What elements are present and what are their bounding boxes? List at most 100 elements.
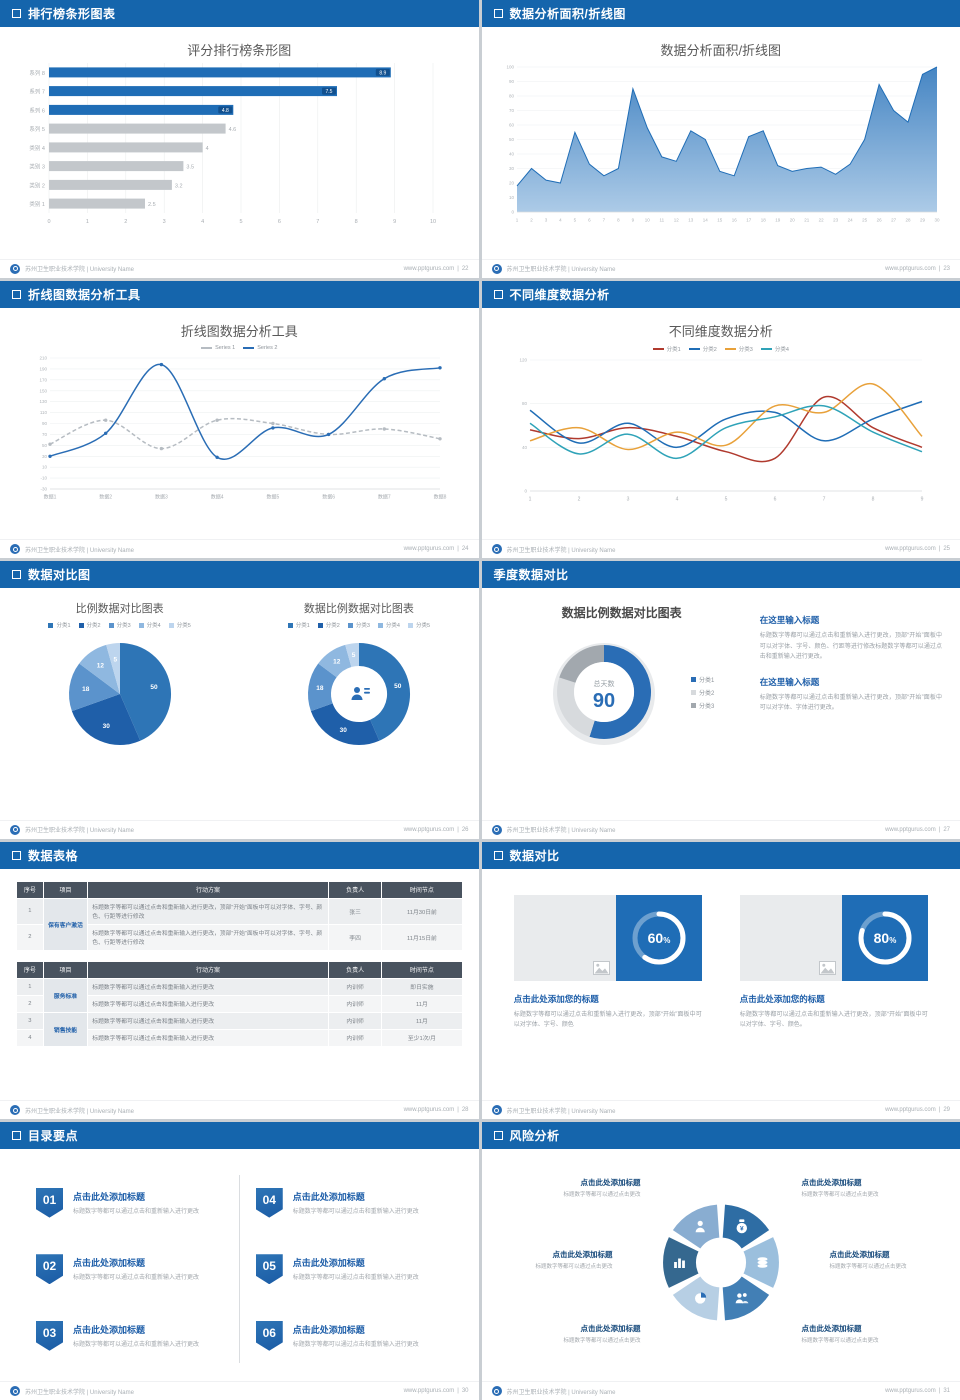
slide-header: 风险分析 <box>481 1122 960 1150</box>
page-number: 27 <box>943 826 950 833</box>
slide-ranking-bar-chart[interactable]: 排行榜条形图表 评分排行榜条形图 0 1 2 3 4 5 6 7 8 9 10 系列 8 8.9 系列 7… <box>0 0 479 278</box>
chart-title: 数据比例数据对比图表 <box>303 603 414 616</box>
stat-card: 80% 点击此处添加您的标题 标题数字等都可以通过点击和重新输入进行更改，顶部“… <box>739 894 928 1101</box>
legend-item: 分类4 <box>377 621 400 629</box>
svg-text:4.6: 4.6 <box>229 127 237 133</box>
table-cell: 标题数字等都可以通过点击和重新输入进行更改 <box>87 1028 329 1047</box>
table-cell: 内训师 <box>327 977 383 996</box>
toc-item[interactable]: 04 点击此处添加标题 标题数字等都可以通过点击和重新输入进行更改 <box>255 1187 443 1218</box>
svg-text:5: 5 <box>352 652 356 659</box>
svg-text:25: 25 <box>862 218 868 223</box>
diagram-label-title: 点击此处添加标题 <box>829 1250 890 1260</box>
svg-text:70: 70 <box>509 108 515 113</box>
table-header-cell: 时间节点 <box>381 960 463 979</box>
legend-item: Series 1 <box>201 345 235 351</box>
slide-line-analysis[interactable]: 折线图数据分析工具 折线图数据分析工具 Series 1 Series 2 -30… <box>0 280 479 559</box>
slide-data-comparison-pies[interactable]: 数据对比图 比例数据对比图表 分类1 分类2 分类3 分类4 分类5 50 30 18 12 5… <box>0 561 479 839</box>
slide-toc[interactable]: 目录要点 01 点击此处添加标题 标题数字等都可以通过点击和重新输入进行更改 02… <box>0 1122 479 1400</box>
footer-school-name: 苏州卫生职业技术学院 | University Name <box>25 828 134 835</box>
page-number: 22 <box>461 265 469 272</box>
diagram-label: 点击此处添加标题 标题数字等都可以通过点击更改 <box>516 1323 640 1344</box>
svg-text:7: 7 <box>317 219 320 225</box>
svg-text:18: 18 <box>82 686 90 693</box>
svg-text:7: 7 <box>602 218 605 223</box>
svg-text:16: 16 <box>731 218 737 223</box>
slide-header: 排行榜条形图表 <box>0 0 479 27</box>
text-block-heading: 在这里输入标题 <box>759 676 820 687</box>
pie-chart-icon <box>694 1292 706 1304</box>
svg-text:数据3: 数据3 <box>155 493 168 500</box>
table-cell: 标题数字等都可以通过点击和重新输入进行更改 <box>87 977 329 996</box>
diagram-label: 点击此处添加标题 标题数字等都可以通过点击更改 <box>488 1249 612 1270</box>
slide-risk-analysis[interactable]: 风险分析 ¥ 点击此处添加标题 标题数字等都可以通过点击更改 点击此处添加标题 标题数… <box>481 1122 960 1400</box>
progress-ring-svg: 80% <box>858 911 912 965</box>
people-icon <box>735 1293 749 1304</box>
svg-text:8: 8 <box>355 219 358 225</box>
page-number: 23 <box>943 265 950 272</box>
square-icon <box>493 289 503 299</box>
slide-data-tables[interactable]: 数据表格 序号 项目 行动方案 负责人 时间节点 1 保有客户激活 标题数字等都可以通过点击和… <box>0 841 479 1120</box>
chart-title: 比例数据对比图表 <box>75 603 164 616</box>
svg-text:6: 6 <box>588 218 591 223</box>
square-icon <box>12 289 21 299</box>
svg-text:-10: -10 <box>41 475 48 480</box>
svg-text:18: 18 <box>760 218 766 223</box>
svg-text:28: 28 <box>905 218 911 223</box>
school-logo-icon <box>491 263 502 274</box>
slide-header-title: 数据分析面积/折线图 <box>509 7 626 21</box>
toc-number-badge: 05 <box>255 1254 283 1285</box>
person-icon <box>695 1220 705 1233</box>
page-number: 29 <box>943 1107 950 1114</box>
toc-number-badge: 02 <box>36 1254 63 1285</box>
toc-subtitle: 标题数字等都可以通过点击和重新输入进行更改 <box>292 1341 419 1348</box>
slide-multi-dimension[interactable]: 不同维度数据分析 不同维度数据分析 分类1 分类2 分类3 分类4 0 40 80 120 1… <box>481 280 960 559</box>
slide-quarter-comparison[interactable]: 季度数据对比 数据比例数据对比图表 总天数 90 分类1 分类2 分类3 在这里输入标… <box>481 561 960 839</box>
slide-data-contrast-cards[interactable]: 数据对比 60% 点击此处添加您的标题 标题数字等都可以通过点击和重新输入进行更… <box>481 841 960 1120</box>
money-bag-icon: ¥ <box>736 1219 747 1234</box>
svg-text:-30: -30 <box>41 486 48 491</box>
toc-column-right: 04 点击此处添加标题 标题数字等都可以通过点击和重新输入进行更改 05 点击此处… <box>246 1165 453 1373</box>
table-header-cell: 项目 <box>42 880 89 899</box>
diagram-label-title: 点击此处添加标题 <box>801 1178 862 1188</box>
svg-text:2: 2 <box>530 218 533 223</box>
toc-item[interactable]: 05 点击此处添加标题 标题数字等都可以通过点击和重新输入进行更改 <box>255 1254 443 1285</box>
table-header-cell: 行动方案 <box>87 960 329 979</box>
donut-chart: 总天数 90 <box>529 625 679 759</box>
diagram-label-subtitle: 标题数字等都可以通过点击更改 <box>801 1192 879 1199</box>
toc-item[interactable]: 03 点击此处添加标题 标题数字等都可以通过点击和重新输入进行更改 <box>36 1320 223 1351</box>
svg-text:10: 10 <box>42 464 48 469</box>
toc-title: 点击此处添加标题 <box>73 1258 146 1269</box>
svg-text:50: 50 <box>509 137 515 142</box>
svg-text:类别 4: 类别 4 <box>30 144 46 152</box>
svg-text:12: 12 <box>674 218 680 223</box>
cards-container: 60% 点击此处添加您的标题 标题数字等都可以通过点击和重新输入进行更改，顶部“… <box>482 869 960 1101</box>
footer-page-info: www.pptgurus.com | 29 <box>885 1107 950 1114</box>
slide-header: 目录要点 <box>0 1122 479 1150</box>
slide-area-line-chart[interactable]: 数据分析面积/折线图 数据分析面积/折线图 0 10 20 30 40 50 60 70 80 9… <box>481 0 960 278</box>
svg-text:¥: ¥ <box>740 1226 744 1233</box>
slide-footer: 苏州卫生职业技术学院 | University Name www.pptguru… <box>481 1381 960 1400</box>
svg-text:4: 4 <box>201 219 204 225</box>
diagram-label-subtitle: 标题数字等都可以通过点击更改 <box>563 1192 641 1199</box>
slide-header-title: 数据对比图 <box>28 568 91 583</box>
table-cell: 标题数字等都可以通过点击和重新输入进行更改 <box>87 1011 329 1030</box>
svg-text:1: 1 <box>86 219 89 225</box>
legend-item: 分类2 <box>690 688 714 697</box>
toc-item[interactable]: 02 点击此处添加标题 标题数字等都可以通过点击和重新输入进行更改 <box>36 1254 223 1285</box>
toc-item[interactable]: 06 点击此处添加标题 标题数字等都可以通过点击和重新输入进行更改 <box>255 1320 443 1351</box>
footer-page-info: www.pptgurus.com | 31 <box>885 1388 950 1394</box>
svg-text:90: 90 <box>509 79 515 84</box>
table-row: 4 标题数字等都可以通过点击和重新输入进行更改 内训师 至少1次/月 <box>16 1028 463 1047</box>
table-cell: 李四 <box>327 923 383 951</box>
svg-text:4: 4 <box>675 496 678 502</box>
toc-number-badge: 01 <box>36 1187 63 1218</box>
table-cell: 11月15日前 <box>381 923 463 951</box>
progress-ring: 80% <box>841 894 928 981</box>
toc-item[interactable]: 01 点击此处添加标题 标题数字等都可以通过点击和重新输入进行更改 <box>36 1187 223 1218</box>
legend-item: 分类3 <box>347 621 370 629</box>
svg-text:210: 210 <box>40 355 48 360</box>
page-number: 31 <box>943 1388 950 1394</box>
square-icon <box>12 1131 21 1141</box>
svg-text:20: 20 <box>789 218 795 223</box>
pie-chart-panel: 比例数据对比图表 分类1 分类2 分类3 分类4 分类5 50 30 18 12 5 <box>0 588 239 820</box>
